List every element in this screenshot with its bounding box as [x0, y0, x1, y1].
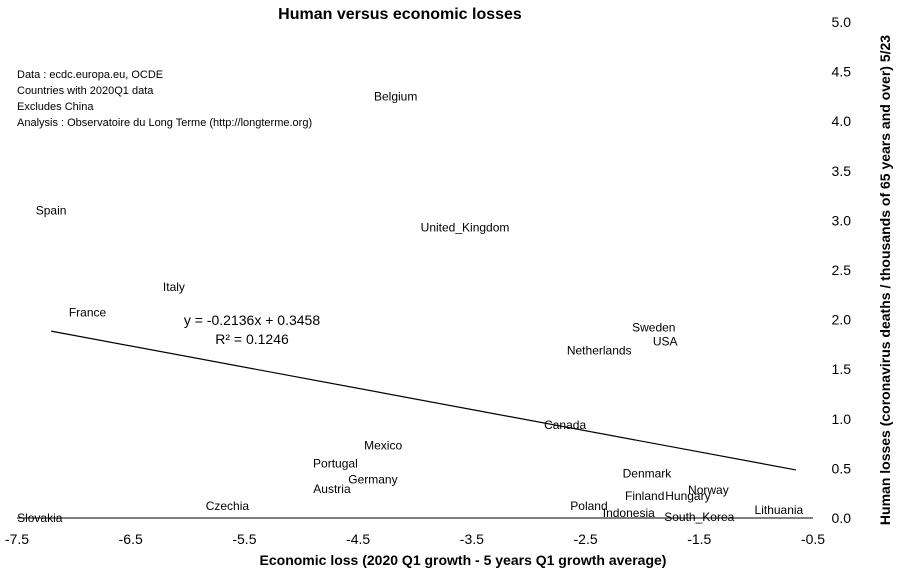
data-point-label: Italy: [163, 280, 185, 294]
data-point-label: Netherlands: [567, 343, 632, 357]
trendline-line: [51, 330, 797, 471]
y-tick-label: 5.0: [832, 14, 852, 30]
y-tick-label: 1.0: [832, 411, 852, 427]
y-tick-label: 0.0: [832, 510, 852, 526]
data-point-label: Sweden: [632, 321, 675, 335]
point-labels: Belgium Spain United_Kingdom Italy France Swe…: [17, 89, 803, 525]
x-tick-label: -7.5: [5, 531, 29, 547]
data-point-label: Indonesia: [603, 506, 655, 520]
x-tick-label: -6.5: [119, 531, 143, 547]
note-line: Analysis : Observatoire du Long Terme (h…: [17, 117, 312, 129]
data-point-label: Spain: [36, 203, 67, 217]
trendline-equation: y = -0.2136x + 0.3458: [184, 312, 320, 328]
data-point-label: Portugal: [313, 456, 358, 470]
trendline-r-squared: R² = 0.1246: [215, 331, 289, 347]
y-tick-label: 2.0: [832, 312, 852, 328]
y-axis-ticks: 0.0 0.5 1.0 1.5 2.0 2.5 3.0 3.5 4.0 4.5 5.0: [832, 14, 852, 526]
data-point-label: United_Kingdom: [421, 220, 510, 234]
y-axis-title: Human losses (coronavirus deaths / thous…: [877, 35, 893, 525]
y-tick-label: 2.5: [832, 262, 852, 278]
chart-title: Human versus economic losses: [278, 6, 522, 23]
x-axis-ticks: -7.5 -6.5 -5.5 -4.5 -3.5 -2.5 -1.5 -0.5: [5, 531, 825, 547]
y-tick-label: 4.0: [832, 113, 852, 129]
data-point-label: Austria: [313, 482, 351, 496]
data-point-label: Denmark: [623, 466, 673, 480]
x-tick-label: -5.5: [232, 531, 256, 547]
trendline: [51, 330, 797, 471]
note-line: Countries with 2020Q1 data: [17, 85, 154, 97]
y-tick-label: 3.5: [832, 163, 852, 179]
x-tick-label: -0.5: [801, 531, 825, 547]
data-point-label: Hungary: [665, 489, 710, 503]
x-tick-label: -4.5: [346, 531, 370, 547]
note-line: Excludes China: [17, 101, 94, 113]
data-point-label: USA: [653, 334, 678, 348]
data-point-label: Belgium: [374, 89, 417, 103]
y-tick-label: 3.0: [832, 212, 852, 228]
data-point-label: South_Korea: [664, 510, 734, 524]
data-point-label: France: [69, 306, 107, 320]
source-notes: Data : ecdc.europa.eu, OCDE Countries wi…: [17, 69, 312, 129]
note-line: Data : ecdc.europa.eu, OCDE: [17, 69, 163, 81]
data-point-label: Lithuania: [755, 503, 804, 517]
y-tick-label: 0.5: [832, 460, 852, 476]
x-tick-label: -1.5: [687, 531, 711, 547]
data-point-label: Canada: [544, 418, 586, 432]
data-point-label: Norway: [688, 483, 729, 497]
data-point-label: Finland: [625, 489, 664, 503]
data-point-label: Slovakia: [17, 511, 63, 525]
y-tick-label: 4.5: [832, 64, 852, 80]
data-point-label: Czechia: [206, 499, 250, 513]
data-point-label: Poland: [570, 499, 607, 513]
x-axis-title: Economic loss (2020 Q1 growth - 5 years …: [260, 552, 667, 568]
data-point-label: Germany: [348, 472, 397, 486]
y-tick-label: 1.5: [832, 361, 852, 377]
x-tick-label: -3.5: [460, 531, 484, 547]
data-point-label: Mexico: [364, 439, 402, 453]
x-tick-label: -2.5: [574, 531, 598, 547]
